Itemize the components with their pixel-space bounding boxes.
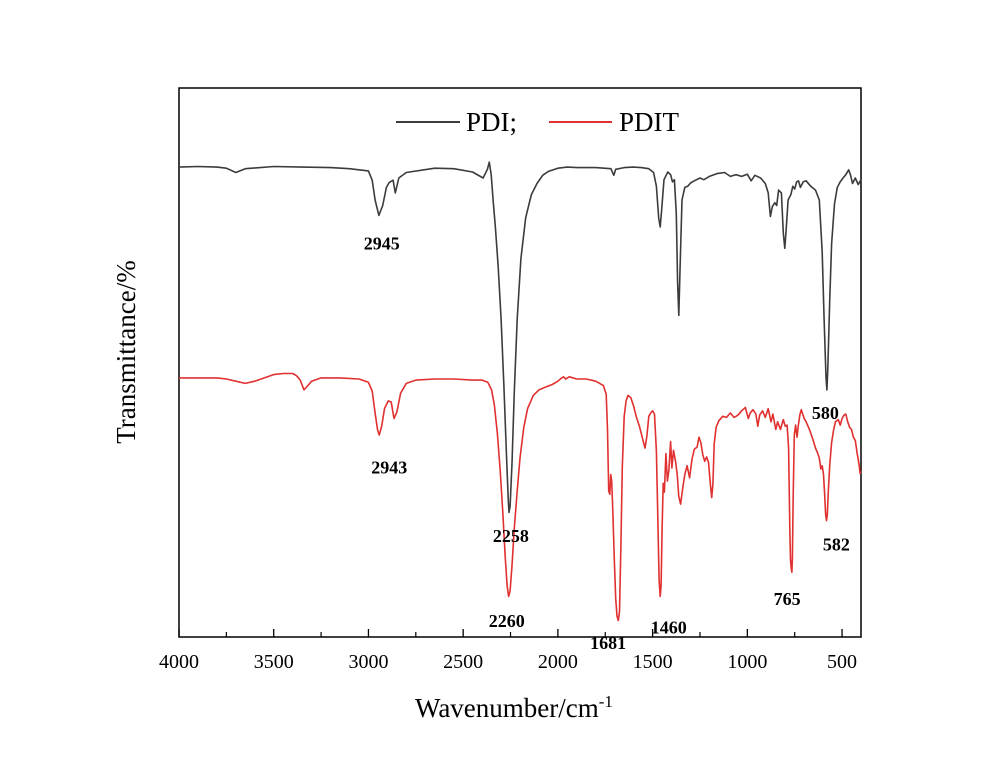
y-axis-title: Transmittance/%	[111, 260, 141, 443]
peak-label-2943: 2943	[371, 457, 407, 477]
x-tick-label-3500: 3500	[254, 651, 294, 673]
peak-label-2945: 2945	[364, 233, 400, 253]
peak-label-765: 765	[774, 589, 801, 609]
legend: PDI; PDIT	[396, 107, 680, 137]
x-tick-label-2500: 2500	[443, 651, 483, 673]
series-line-pdi	[178, 161, 862, 514]
peak-label-580: 580	[812, 403, 839, 423]
peak-label-2260: 2260	[489, 611, 525, 631]
peak-label-1681: 1681	[590, 633, 626, 653]
x-tick-label-2000: 2000	[538, 651, 578, 673]
x-tick-label-500: 500	[827, 651, 857, 673]
x-tick-label-3000: 3000	[348, 651, 388, 673]
legend-label-pdit: PDIT	[619, 107, 680, 137]
legend-label-pdi: PDI;	[466, 107, 517, 137]
peak-label-2258: 2258	[493, 526, 529, 546]
x-axis-title-superscript: -1	[599, 692, 613, 711]
peak-label-1460: 1460	[651, 618, 687, 638]
peak-label-582: 582	[823, 534, 850, 554]
x-tick-label-4000: 4000	[159, 651, 199, 673]
x-axis-title: Wavenumber/cm-1	[415, 692, 613, 723]
plot-frame	[178, 87, 862, 638]
x-axis-ticks: 4000 3500 3000 2500 2000 1500 1000 500	[159, 629, 857, 673]
x-tick-label-1500: 1500	[633, 651, 673, 673]
series-layer	[178, 161, 862, 622]
x-tick-label-1000: 1000	[727, 651, 767, 673]
peak-annotations: 2945 2258 580 2943 2260 1681 1460 765 582	[364, 233, 850, 653]
series-line-pdit	[179, 372, 862, 622]
x-axis-title-text: Wavenumber/cm	[415, 693, 599, 723]
